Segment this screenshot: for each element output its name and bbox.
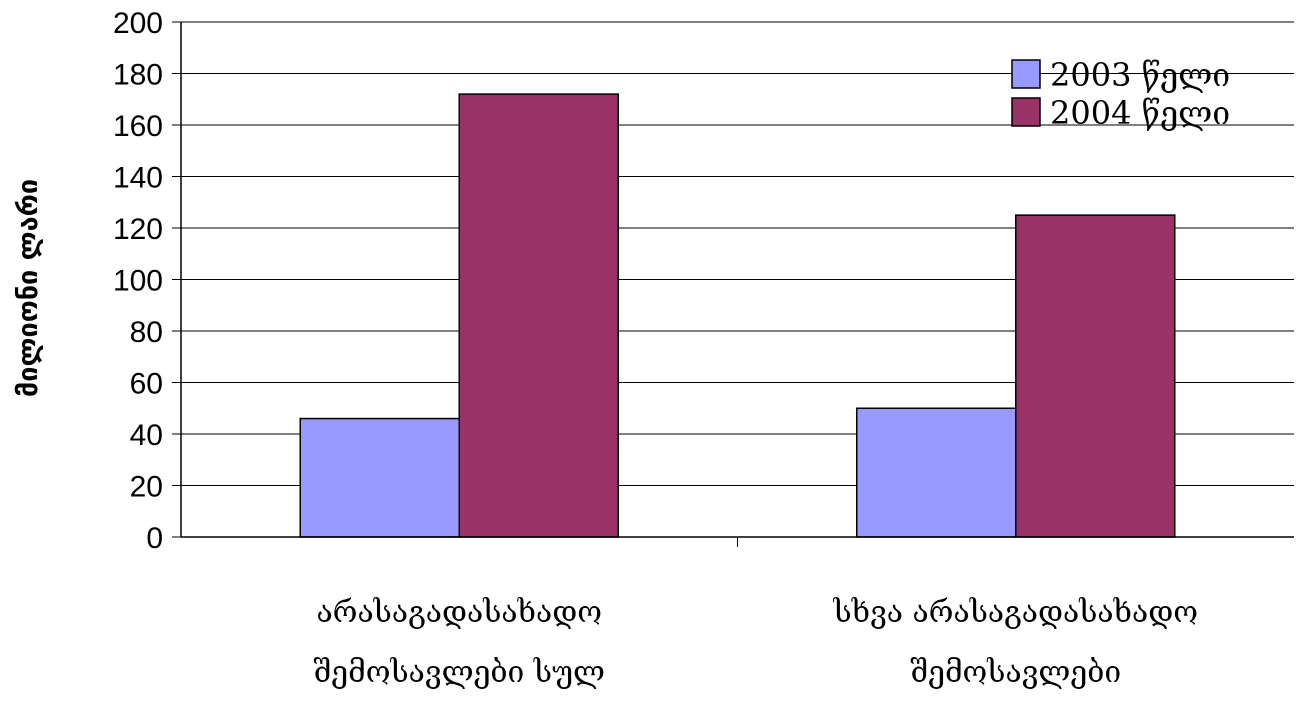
y-tick-label: 60	[130, 368, 163, 401]
y-tick-label: 140	[113, 162, 163, 195]
legend-label: 2004 წელი	[1050, 94, 1230, 132]
bar	[1015, 214, 1176, 538]
bar	[856, 407, 1017, 538]
bars	[299, 93, 1176, 538]
legend-swatch	[1011, 97, 1041, 127]
x-category-label: შემოსავლები სულ	[313, 655, 605, 690]
legend-label: 2003 წელი	[1050, 56, 1230, 94]
x-category-label: არასაგადასახადო	[317, 595, 602, 630]
y-tick-label: 20	[130, 471, 163, 504]
y-tick-label: 40	[130, 419, 163, 452]
legend-swatch	[1011, 59, 1041, 89]
y-tick-label: 180	[113, 59, 163, 92]
y-tick-label: 100	[113, 265, 163, 298]
bar	[299, 417, 460, 538]
bar	[458, 93, 619, 538]
axes	[172, 21, 1294, 547]
y-tick-labels: 0 20 40 60 80 100 120 140 160 180 200	[113, 7, 163, 555]
x-category-label: შემოსავლები	[910, 655, 1121, 690]
y-tick-label: 80	[130, 316, 163, 349]
y-tick-label: 120	[113, 213, 163, 246]
y-axis-label: მილიონი ლარი	[13, 179, 44, 397]
category-labels: არასაგადასახადო შემოსავლები სულ სხვა არასა…	[313, 595, 1198, 690]
y-tick-label: 200	[113, 7, 163, 40]
y-tick-label: 0	[146, 522, 163, 555]
x-category-label: სხვა არასაგადასახადო	[833, 595, 1198, 630]
y-tick-label: 160	[113, 110, 163, 143]
